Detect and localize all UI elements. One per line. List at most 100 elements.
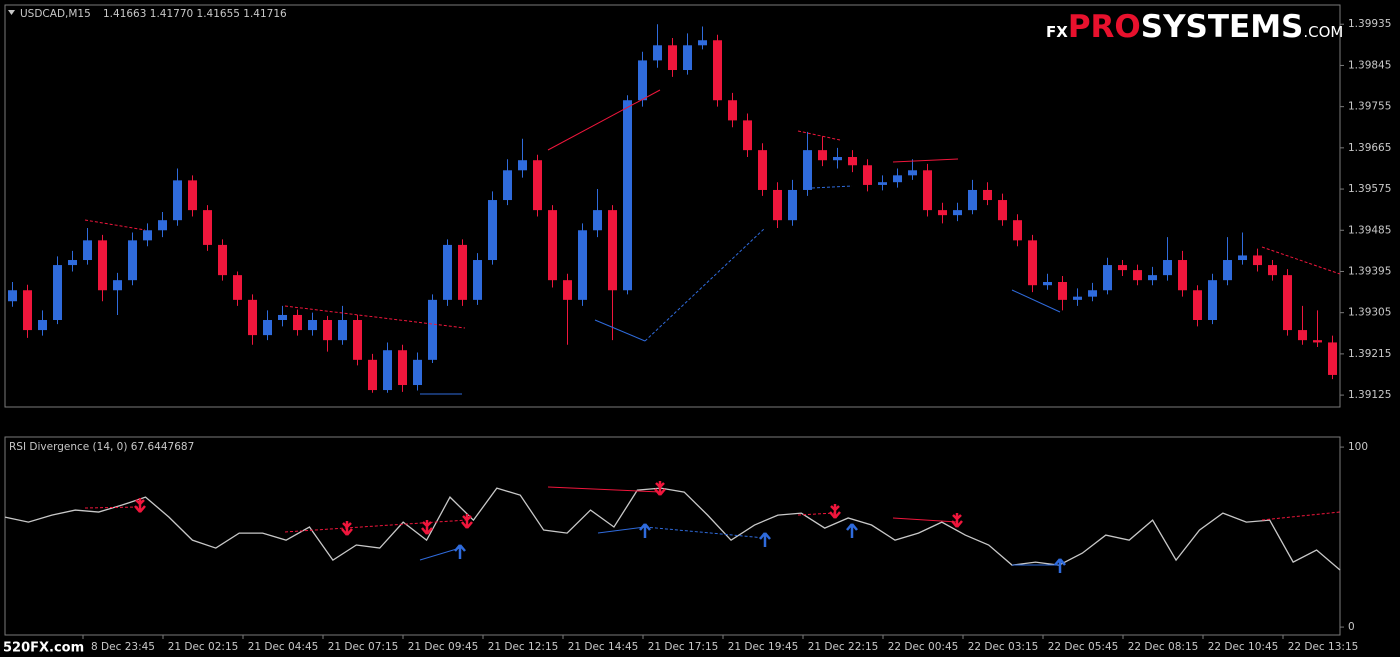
- candle-body: [383, 350, 392, 391]
- divergence-lines: [84, 89, 1341, 566]
- divergence-line: [84, 506, 141, 509]
- candle-body: [248, 299, 257, 336]
- candle-body: [113, 280, 122, 291]
- logo-suffix: .COM: [1303, 23, 1343, 41]
- divergence-line: [547, 89, 661, 151]
- candle-body: [683, 45, 692, 71]
- divergence-line: [419, 547, 461, 561]
- candle-body: [968, 189, 977, 211]
- candle-body: [83, 240, 92, 261]
- candle-body: [743, 120, 752, 151]
- candle-body: [413, 359, 422, 386]
- x-tick-label: 21 Dec 14:45: [568, 641, 639, 653]
- candle-body: [368, 359, 377, 391]
- x-tick-label: 22 Dec 00:45: [888, 641, 959, 653]
- candle-body: [1058, 282, 1067, 300]
- candle-body: [68, 260, 77, 266]
- x-tick-label: 21 Dec 22:15: [808, 641, 879, 653]
- y-tick-label: 1.39125: [1348, 389, 1391, 401]
- divergence-line: [547, 486, 661, 493]
- candle-body: [953, 210, 962, 216]
- candle-body: [503, 170, 512, 201]
- candle-body: [173, 180, 182, 221]
- candle-body: [713, 40, 722, 101]
- x-tick-label: 22 Dec 03:15: [968, 641, 1039, 653]
- rsi-line: [4, 487, 1341, 571]
- candle-body: [458, 244, 467, 300]
- x-tick-label: 21 Dec 04:45: [248, 641, 319, 653]
- candle-body: [323, 320, 332, 341]
- candle-body: [1133, 270, 1142, 281]
- candle-body: [1283, 275, 1292, 331]
- divergence-line: [644, 227, 766, 342]
- candle-body: [983, 189, 992, 201]
- price-plot: [8, 24, 1337, 393]
- y-tick-label: 1.39215: [1348, 348, 1391, 360]
- indicator-title: RSI Divergence (14, 0) 67.6447687: [9, 441, 194, 453]
- divergence-line: [597, 526, 646, 534]
- y-tick-label: 1.39575: [1348, 183, 1391, 195]
- candle-body: [443, 244, 452, 300]
- x-tick-label: 21 Dec 09:45: [408, 641, 479, 653]
- candle-body: [938, 210, 947, 216]
- y-tick-label: 100: [1348, 441, 1368, 453]
- candle-body: [908, 170, 917, 176]
- x-tick-label: 21 Dec 19:45: [728, 641, 799, 653]
- y-tick-label: 1.39845: [1348, 59, 1391, 71]
- candle-body: [1148, 275, 1157, 281]
- x-tick-label: 21 Dec 07:15: [328, 641, 399, 653]
- candle-body: [578, 230, 587, 300]
- candle-body: [653, 45, 662, 61]
- candle-body: [1028, 240, 1037, 286]
- divergence-line: [797, 512, 836, 516]
- divergence-line: [84, 219, 146, 231]
- candle-body: [923, 170, 932, 211]
- candle-body: [53, 265, 62, 321]
- logo-white: SYSTEMS: [1141, 9, 1304, 45]
- candle-body: [548, 210, 557, 281]
- candle-body: [338, 320, 347, 341]
- rsi-pane: [4, 436, 1341, 636]
- menu-triangle[interactable]: [8, 10, 15, 15]
- candle-body: [1103, 265, 1112, 291]
- y-tick-label: 1.39935: [1348, 18, 1391, 30]
- candle-body: [1253, 255, 1262, 266]
- candle-body: [128, 240, 137, 281]
- y-tick-label: 1.39665: [1348, 142, 1391, 154]
- divergence-line: [1261, 246, 1341, 275]
- divergence-line: [644, 526, 766, 539]
- x-tick-label: 22 Dec 05:45: [1048, 641, 1119, 653]
- candle-body: [98, 240, 107, 291]
- candle-body: [1223, 260, 1232, 281]
- y-tick-label: 1.39305: [1348, 307, 1391, 319]
- candle-body: [818, 150, 827, 161]
- y-tick-label: 1.39485: [1348, 224, 1391, 236]
- candle-body: [758, 150, 767, 190]
- candle-body: [1163, 260, 1172, 276]
- watermark: 520FX.com: [3, 641, 84, 656]
- candle-body: [1043, 282, 1052, 286]
- candle-body: [1268, 265, 1277, 276]
- candle-body: [353, 320, 362, 360]
- candle-body: [1178, 260, 1187, 291]
- candle-body: [1088, 290, 1097, 297]
- candle-body: [518, 160, 527, 171]
- candle-body: [593, 210, 602, 231]
- logo-prefix: FX: [1046, 23, 1068, 41]
- x-tick-label: 8 Dec 23:45: [91, 641, 155, 653]
- candle-body: [488, 200, 497, 261]
- x-tick-label: 21 Dec 17:15: [648, 641, 719, 653]
- candle-body: [1118, 265, 1127, 271]
- rsi-plot: [4, 487, 1341, 571]
- candle-body: [848, 157, 857, 166]
- candle-body: [668, 45, 677, 71]
- candle-body: [608, 210, 617, 291]
- candle-body: [263, 320, 272, 336]
- candle-body: [1193, 290, 1202, 321]
- x-tick-label: 22 Dec 13:15: [1288, 641, 1359, 653]
- candle-body: [8, 290, 17, 302]
- candle-body: [218, 244, 227, 276]
- divergence-line: [811, 185, 853, 189]
- candle-body: [203, 210, 212, 245]
- candle-body: [1313, 340, 1322, 343]
